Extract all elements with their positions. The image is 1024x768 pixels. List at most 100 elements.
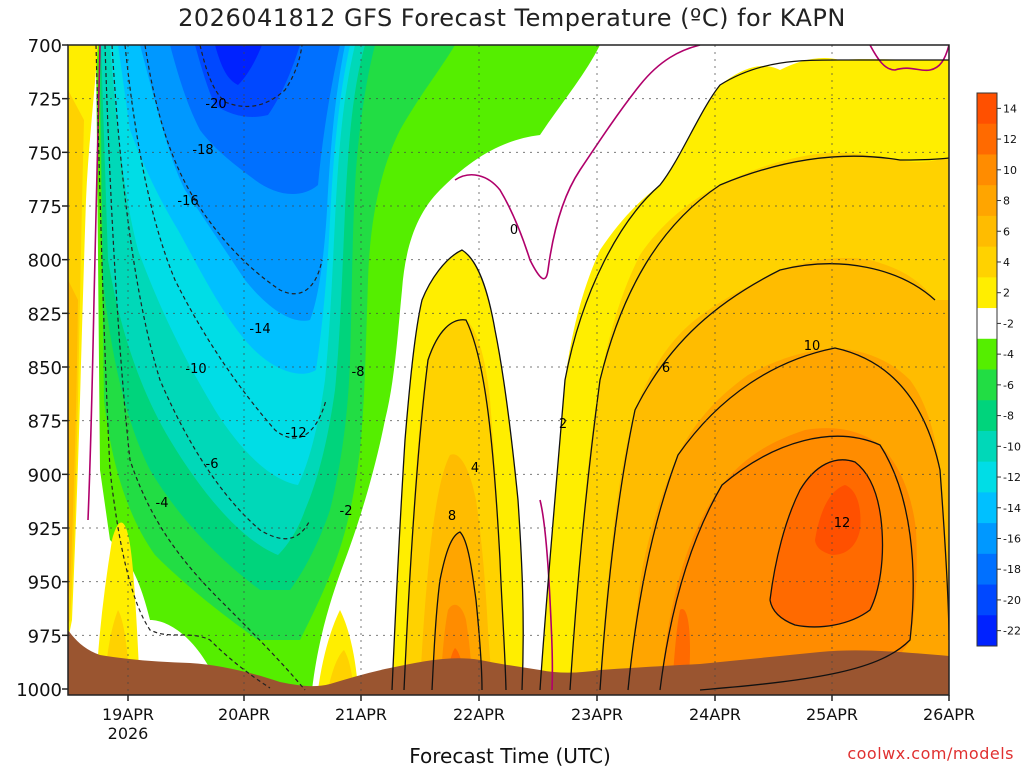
- y-tick-label-725: 725: [28, 90, 62, 111]
- x-tick-label-26APR: 26APR: [923, 705, 975, 724]
- contour-label-12: 12: [834, 516, 851, 531]
- y-tick-label-700: 700: [28, 36, 62, 57]
- x-tick-label-24APR: 24APR: [689, 705, 741, 724]
- colorbar-swatch-9: [977, 369, 997, 401]
- colorbar-label-4: 4: [1003, 256, 1010, 269]
- colorbar-label-neg20: -20: [1003, 594, 1021, 607]
- y-tick-label-850: 850: [28, 358, 62, 379]
- colorbar-swatch-12: [977, 461, 997, 493]
- x-axis-label: Forecast Time (UTC): [409, 744, 611, 768]
- colorbar-label-neg16: -16: [1003, 532, 1021, 545]
- contour-0-west: [87, 45, 101, 521]
- y-tick-label-825: 825: [28, 304, 62, 325]
- y-tick-label-775: 775: [28, 197, 62, 218]
- x-tick-label-21APR: 21APR: [335, 705, 387, 724]
- colorbar-label-neg6: -6: [1003, 379, 1014, 392]
- colorbar-label-neg4: -4: [1003, 348, 1014, 361]
- y-tick-label-925: 925: [28, 519, 62, 540]
- terrain-surface: [68, 630, 949, 695]
- contour-0-ne: [869, 45, 949, 72]
- colorbar-label-neg22: -22: [1003, 625, 1021, 638]
- contour-label-neg8: -8: [352, 365, 365, 380]
- contour-label-6: 6: [662, 361, 670, 376]
- contour-label-neg18: -18: [192, 143, 213, 158]
- contour-12-east: [769, 459, 884, 628]
- contour-neg2: [95, 45, 271, 689]
- colorbar-label-2: 2: [1003, 287, 1010, 300]
- contour-label-neg20: -20: [205, 97, 226, 112]
- contour-label-neg2: -2: [340, 504, 353, 519]
- y-tick-label-900: 900: [28, 465, 62, 486]
- contour-label-10: 10: [804, 339, 821, 354]
- colorbar-label-neg10: -10: [1003, 440, 1021, 453]
- colorbar-swatch-11: [977, 430, 997, 463]
- colorbar-swatch-16: [977, 584, 997, 616]
- y-tick-label-975: 975: [28, 626, 62, 647]
- colorbar-swatch-17: [977, 615, 997, 647]
- contour-label-neg4: -4: [156, 496, 169, 511]
- colorbar-legend: 14 12 10 8 6 4 2 -2 -4 -6 -8 -10 -12 -14 -16 -18 -20 -22: [976, 92, 1021, 647]
- colorbar-swatch-1: [977, 123, 997, 155]
- y-tick-label-750: 750: [28, 143, 62, 164]
- colorbar-label-neg18: -18: [1003, 563, 1021, 576]
- contour-0-center: [454, 45, 701, 280]
- colorbar-frame: [976, 92, 998, 647]
- contour-label-neg6: -6: [206, 457, 219, 472]
- colorbar-label-8: 8: [1003, 195, 1010, 208]
- x-tick-label-22APR: 22APR: [453, 705, 505, 724]
- contour-label-neg12: -12: [285, 426, 306, 441]
- colorbar-swatch-10: [977, 400, 997, 432]
- contour-label-neg16: -16: [177, 194, 198, 209]
- colorbar-label-neg2: -2: [1003, 317, 1014, 330]
- contour-neg12: [124, 45, 327, 439]
- x-tick-label-20APR: 20APR: [218, 705, 270, 724]
- contour-8-day22: [431, 531, 483, 691]
- colorbar-label-6: 6: [1003, 225, 1010, 238]
- colorbar-label-14: 14: [1003, 102, 1017, 115]
- x-tick-label-25APR: 25APR: [806, 705, 858, 724]
- x-year-label: 2026: [108, 724, 149, 743]
- y-tick-label-1000: 1000: [16, 680, 62, 701]
- colorbar-swatch-8: [977, 338, 997, 370]
- contour-label-neg14: -14: [249, 322, 270, 337]
- colorbar-swatch-4: [977, 215, 997, 248]
- plot-frame: [67, 44, 950, 696]
- x-axis: 19APR 20APR 21APR 22APR 23APR 24APR 25APR 26APR…: [102, 695, 975, 743]
- colorbar-label-neg12: -12: [1003, 471, 1021, 484]
- colorbar-swatch-5: [977, 246, 997, 278]
- credit-text: coolwx.com/models: [847, 744, 1014, 763]
- colorbar-swatch-7: [977, 308, 997, 340]
- colorbar-swatch-0: [977, 93, 997, 125]
- y-tick-label-800: 800: [28, 251, 62, 272]
- colorbar-label-12: 12: [1003, 133, 1017, 146]
- x-tick-label-23APR: 23APR: [571, 705, 623, 724]
- colorbar-swatch-2: [977, 154, 997, 186]
- contour-6-east: [599, 263, 936, 691]
- contour-2-east: [539, 59, 949, 691]
- y-tick-label-875: 875: [28, 412, 62, 433]
- x-tick-label-19APR: 19APR: [102, 705, 154, 724]
- contour-label-neg10: -10: [185, 362, 206, 377]
- colorbar-label-10: 10: [1003, 164, 1017, 177]
- contour-10-east: [659, 435, 914, 691]
- fill-west-edge-core: [68, 280, 78, 600]
- colorbar-swatch-13: [977, 492, 997, 524]
- fill-ne-white: [880, 45, 949, 60]
- contour-label-0: 0: [510, 223, 518, 238]
- fill-band-neg22: [215, 45, 262, 85]
- colorbar-swatch-14: [977, 523, 997, 555]
- colorbar-swatch-6: [977, 277, 997, 309]
- contour-4-day22: [403, 319, 507, 691]
- contour-neg4: [104, 45, 306, 691]
- y-tick-label-950: 950: [28, 573, 62, 594]
- colorbar-swatch-15: [977, 553, 997, 586]
- contour-8-east: [627, 347, 949, 691]
- chart-title: 2026041812 GFS Forecast Temperature (ºC)…: [178, 4, 846, 32]
- contour-label-2: 2: [559, 417, 567, 432]
- contour-2-day22: [391, 249, 524, 691]
- contour-neg16: [144, 45, 323, 295]
- plot-area: [68, 45, 949, 695]
- y-axis: 700 725 750 775 800 825 850 875 900 925 950 975 1000: [16, 36, 68, 701]
